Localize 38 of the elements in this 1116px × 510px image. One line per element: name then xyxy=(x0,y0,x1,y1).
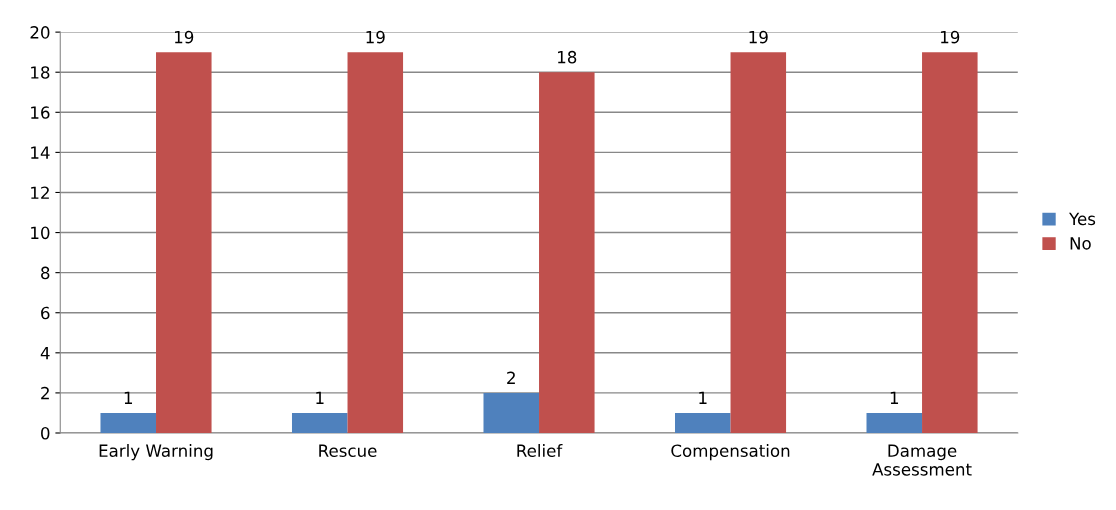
bar xyxy=(922,52,978,433)
data-label: 19 xyxy=(941,30,960,44)
legend-label: Yes xyxy=(1069,212,1096,226)
y-tick-label: 20 xyxy=(30,26,50,39)
data-label: 18 xyxy=(558,50,577,64)
bar xyxy=(100,412,157,433)
y-tick-label: 10 xyxy=(31,226,50,240)
data-label: 19 xyxy=(175,30,194,44)
y-tick-label: 14 xyxy=(31,146,50,159)
y-tick-label: 4 xyxy=(40,347,50,360)
y-tick-label: 6 xyxy=(41,306,50,320)
bar xyxy=(291,412,348,433)
data-label: 19 xyxy=(749,30,768,44)
data-label: 2 xyxy=(507,371,515,384)
y-tick-label: 18 xyxy=(31,66,50,79)
x-tick-label: Damage Assessment xyxy=(872,444,972,476)
bar xyxy=(675,412,731,433)
legend-label: No xyxy=(1070,237,1091,250)
y-tick-label: 2 xyxy=(41,386,49,400)
bar xyxy=(866,412,923,433)
bar xyxy=(539,72,595,433)
data-label: 19 xyxy=(366,30,385,44)
bar xyxy=(730,52,787,433)
bar xyxy=(483,392,540,433)
y-tick-label: 16 xyxy=(31,106,50,119)
x-tick-label: Rescue xyxy=(319,444,377,457)
data-label: 1 xyxy=(699,391,707,404)
data-label: 1 xyxy=(316,391,324,404)
bar xyxy=(347,52,404,433)
x-tick-label: Relief xyxy=(517,444,563,457)
x-tick-label: Compensation xyxy=(671,444,790,461)
x-tick-label: Early Warning xyxy=(99,444,213,461)
data-label: 1 xyxy=(124,391,133,404)
y-tick-label: 12 xyxy=(31,186,49,199)
data-label: 1 xyxy=(890,391,899,404)
y-tick-label: 8 xyxy=(41,266,50,280)
y-tick-label: 0 xyxy=(41,426,50,440)
bar xyxy=(156,52,212,433)
